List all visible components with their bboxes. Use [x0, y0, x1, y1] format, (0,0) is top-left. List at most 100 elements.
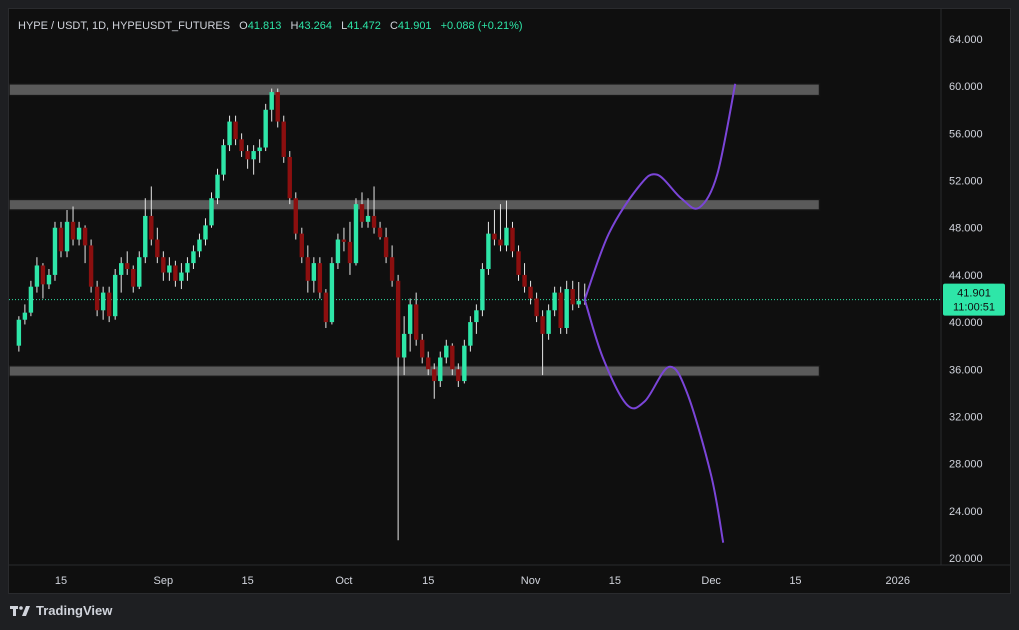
sr-zone[interactable] — [9, 83, 821, 97]
candle-body[interactable] — [203, 225, 208, 240]
candle-body[interactable] — [365, 215, 371, 222]
candle-body[interactable] — [191, 251, 196, 264]
candle-body[interactable] — [305, 257, 311, 281]
candle-body[interactable] — [257, 147, 262, 152]
candle-body[interactable] — [64, 221, 70, 252]
candle-body[interactable] — [22, 312, 28, 320]
candle-body[interactable] — [353, 204, 359, 264]
candle-body[interactable] — [88, 245, 94, 287]
candle-body[interactable] — [456, 369, 461, 382]
candle-body[interactable] — [558, 292, 563, 328]
candle-body[interactable] — [185, 263, 190, 273]
candle-body[interactable] — [293, 198, 298, 234]
candle-body[interactable] — [564, 289, 569, 328]
candle-body[interactable] — [46, 274, 52, 285]
candle-body[interactable] — [287, 156, 292, 199]
candle-body[interactable] — [233, 121, 238, 140]
candle-body[interactable] — [576, 300, 581, 305]
candle-body[interactable] — [492, 233, 497, 240]
projection-path[interactable] — [583, 83, 737, 301]
candle-body[interactable] — [438, 357, 443, 382]
candle-body[interactable] — [498, 239, 503, 246]
candle-body[interactable] — [407, 304, 413, 334]
footer-brand[interactable]: TradingView — [10, 603, 112, 618]
candle-body[interactable] — [323, 292, 329, 323]
candle-body[interactable] — [227, 121, 232, 146]
candle-body[interactable] — [70, 221, 76, 240]
candle-body[interactable] — [58, 227, 64, 252]
candle-body[interactable] — [167, 265, 172, 273]
candle-body[interactable] — [528, 286, 533, 299]
candle-body[interactable] — [137, 257, 142, 287]
candle-body[interactable] — [245, 151, 250, 160]
candle-body[interactable] — [149, 215, 154, 240]
candle-body[interactable] — [359, 204, 365, 222]
candle-body[interactable] — [377, 227, 383, 238]
candle-body[interactable] — [504, 227, 509, 246]
candle-body[interactable] — [371, 215, 377, 228]
candle-body[interactable] — [534, 298, 539, 317]
candle-body[interactable] — [335, 239, 341, 264]
candle-body[interactable] — [40, 265, 46, 285]
candle-body[interactable] — [299, 233, 304, 258]
candle-body[interactable] — [76, 227, 82, 240]
candle-body[interactable] — [209, 198, 214, 226]
time-axis[interactable]: 15 Sep 15 Oct 15 Nov 15 Dec 15 2026 — [55, 575, 910, 587]
candle-body[interactable] — [510, 227, 515, 252]
candle-body[interactable] — [155, 239, 160, 258]
candle-body[interactable] — [119, 263, 124, 275]
candle-body[interactable] — [383, 237, 389, 258]
candle-body[interactable] — [251, 151, 256, 160]
candle-body[interactable] — [486, 233, 491, 270]
sr-zone[interactable] — [9, 198, 821, 211]
candle-body[interactable] — [546, 310, 551, 334]
candle-body[interactable] — [263, 109, 268, 148]
candle-body[interactable] — [197, 239, 202, 252]
candle-body[interactable] — [179, 272, 184, 281]
candle-body[interactable] — [552, 292, 557, 311]
candle-body[interactable] — [516, 251, 521, 275]
projection-path[interactable] — [583, 299, 725, 543]
candle-body[interactable] — [112, 274, 118, 317]
candle-body[interactable] — [311, 263, 317, 281]
candle-body[interactable] — [131, 269, 136, 287]
candle-body[interactable] — [317, 263, 323, 293]
candle-body[interactable] — [215, 174, 220, 199]
candle-body[interactable] — [329, 263, 335, 323]
candle-body[interactable] — [221, 145, 226, 175]
candle-body[interactable] — [420, 339, 425, 358]
candle-body[interactable] — [401, 333, 407, 358]
price-chart[interactable]: 20.000 24.000 28.000 32.000 36.000 40.000 44.0… — [9, 9, 1010, 593]
candle-body[interactable] — [143, 215, 148, 258]
candle-body[interactable] — [474, 310, 479, 323]
candle-body[interactable] — [275, 92, 280, 122]
candle-body[interactable] — [389, 257, 395, 281]
sr-zone[interactable] — [9, 364, 821, 378]
candle-body[interactable] — [462, 345, 467, 382]
candle-body[interactable] — [100, 292, 106, 311]
candle-body[interactable] — [480, 269, 485, 311]
candle-body[interactable] — [570, 289, 575, 305]
candle-body[interactable] — [94, 286, 100, 311]
price-axis[interactable]: 20.000 24.000 28.000 32.000 36.000 40.000 44.0… — [949, 34, 983, 565]
candle-body[interactable] — [540, 316, 545, 334]
candle-body[interactable] — [82, 227, 88, 246]
candle-body[interactable] — [341, 239, 347, 242]
candle-body[interactable] — [269, 92, 274, 110]
candle-body[interactable] — [426, 357, 431, 370]
candle-body[interactable] — [239, 139, 244, 152]
candle-body[interactable] — [522, 274, 527, 287]
candle-body[interactable] — [413, 304, 419, 340]
candle-body[interactable] — [16, 319, 22, 346]
candle-body[interactable] — [106, 292, 112, 317]
candle-body[interactable] — [444, 345, 449, 358]
candle-body[interactable] — [347, 241, 353, 264]
candle-body[interactable] — [395, 280, 401, 358]
candle-body[interactable] — [281, 121, 286, 157]
candle-body[interactable] — [468, 322, 473, 346]
candle-body[interactable] — [34, 265, 40, 287]
candle-body[interactable] — [52, 227, 58, 275]
candle-body[interactable] — [173, 265, 178, 281]
candle-body[interactable] — [28, 286, 34, 313]
candle-body[interactable] — [450, 345, 455, 370]
